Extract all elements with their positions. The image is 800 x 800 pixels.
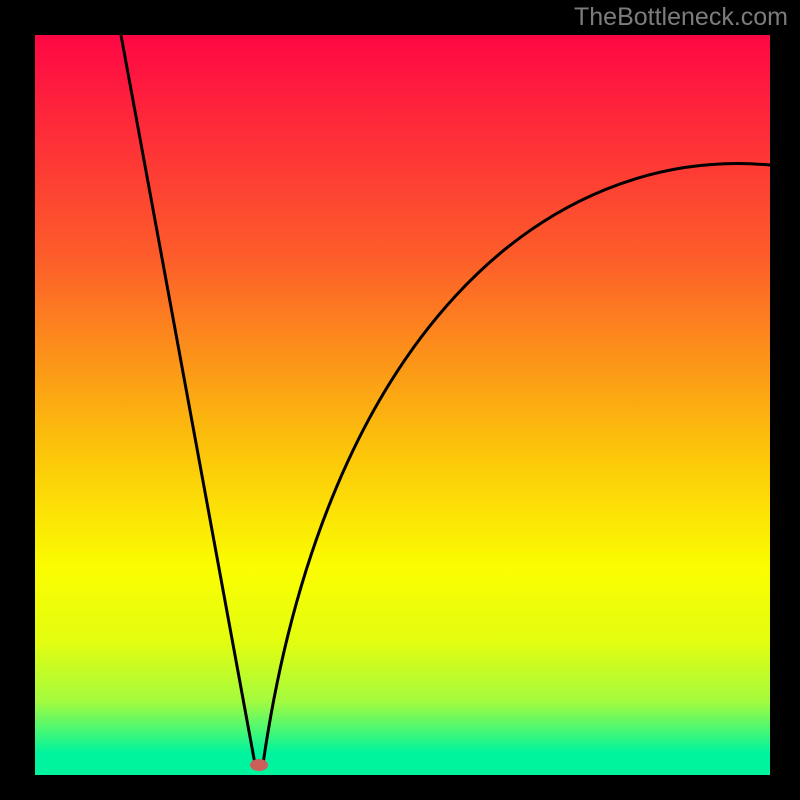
chart-frame: TheBottleneck.com	[0, 0, 800, 800]
watermark-text: TheBottleneck.com	[574, 3, 788, 32]
plot-background	[35, 35, 770, 775]
plot-area	[35, 35, 770, 775]
min-marker	[250, 759, 268, 771]
plot-svg	[35, 35, 770, 775]
